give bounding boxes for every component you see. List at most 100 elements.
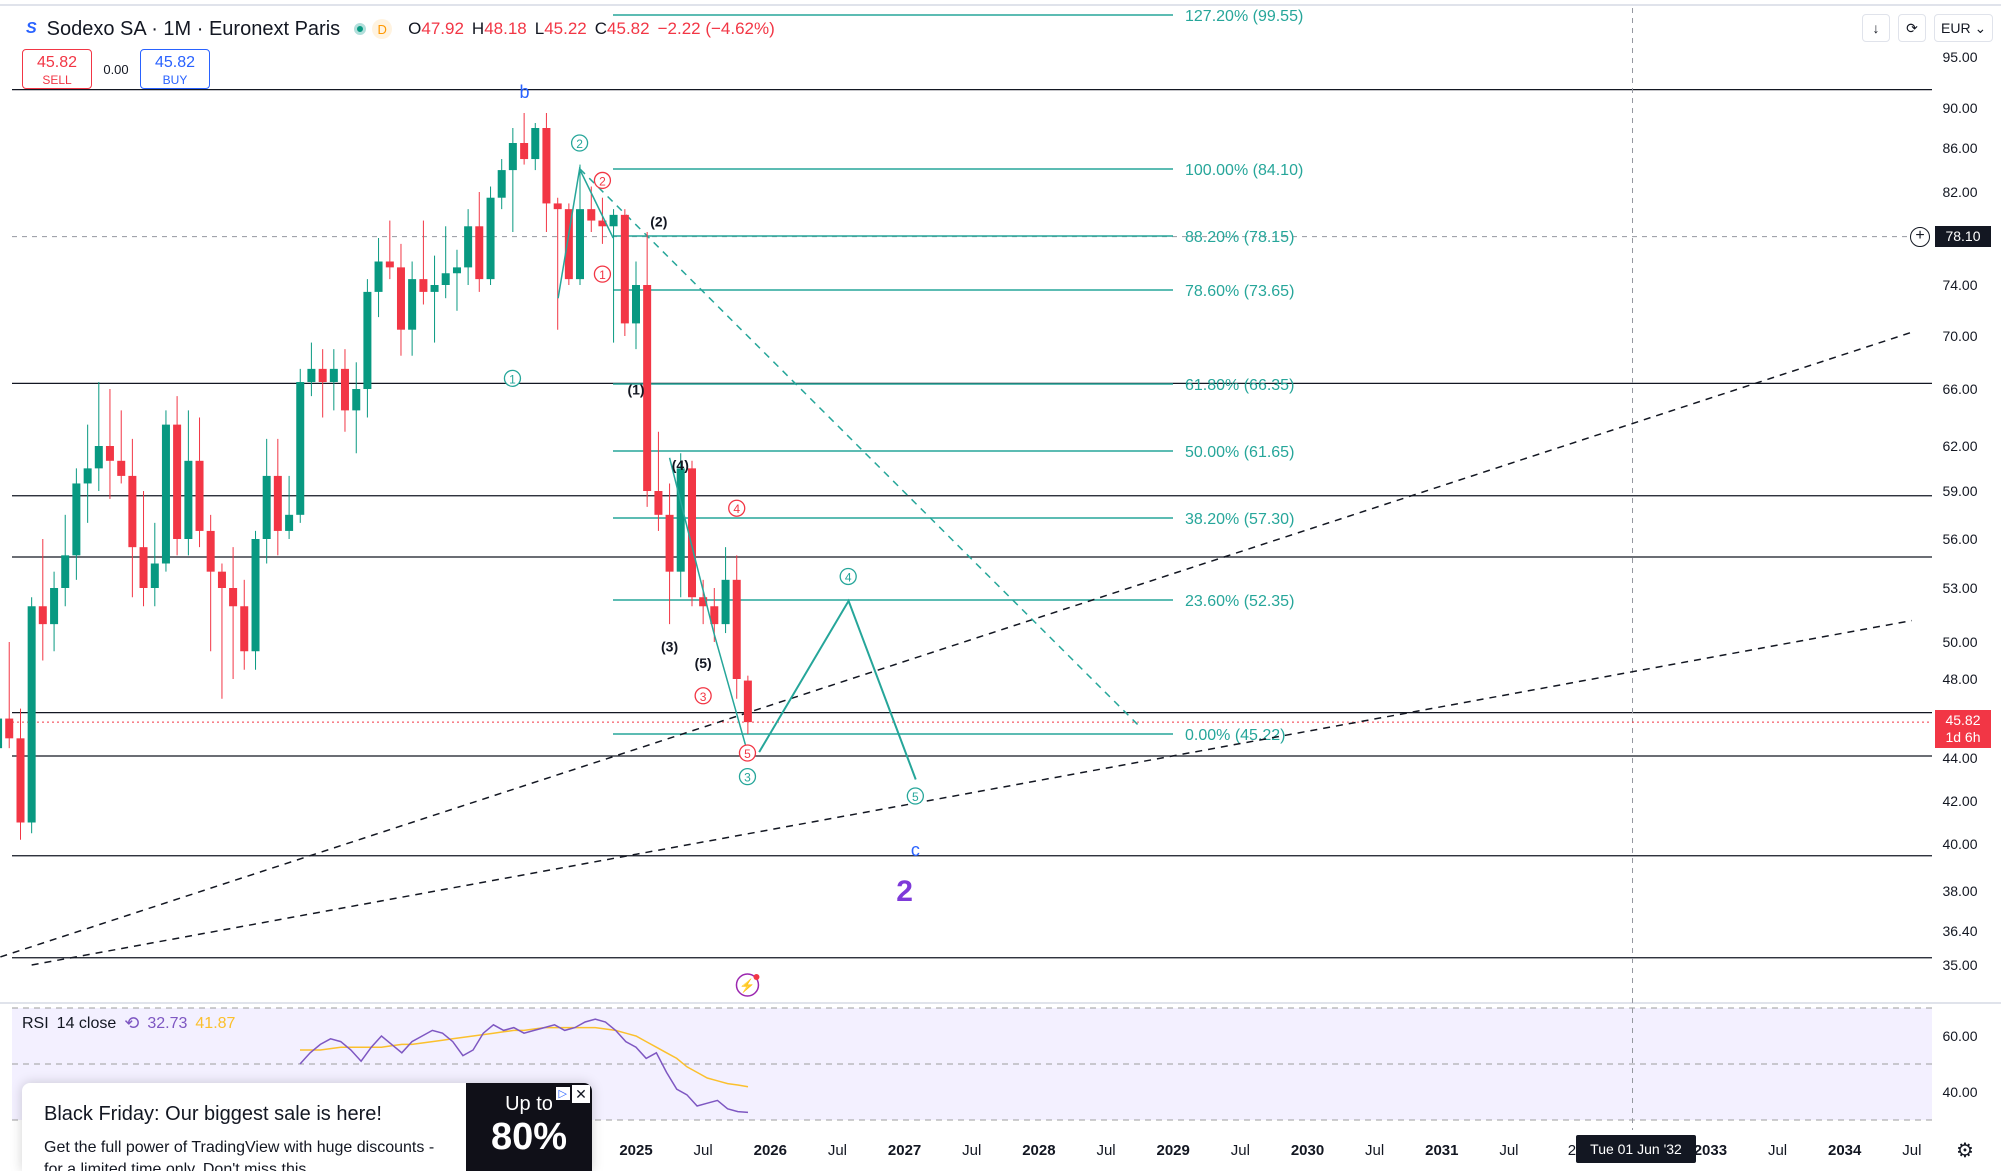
top-controls: ↓ ⟳ EUR ⌄ xyxy=(1862,14,1994,42)
rsi-lines xyxy=(299,1018,749,1114)
refresh-icon[interactable]: ⟲ xyxy=(124,1013,140,1033)
candle-body xyxy=(665,514,674,572)
projection-path[interactable] xyxy=(557,166,917,780)
candle-body xyxy=(50,588,59,625)
crosshair-time-tag: Tue 01 Jun '32 xyxy=(1576,1135,1696,1163)
symbol-logo: S xyxy=(26,20,37,37)
candle-body xyxy=(486,197,495,280)
market-status-dot[interactable] xyxy=(354,23,367,35)
wave-circle xyxy=(906,787,924,805)
close-icon[interactable]: ✕ xyxy=(572,1085,590,1103)
sell-button[interactable]: 45.82 SELL xyxy=(22,49,92,89)
d-badge[interactable]: D xyxy=(372,19,393,39)
candle-body xyxy=(128,475,137,548)
candle-body xyxy=(251,539,260,652)
wave-letter-label: b xyxy=(520,82,530,102)
candle-body xyxy=(710,606,719,625)
trade-buttons: 45.82 SELL 0.00 45.82 BUY xyxy=(22,49,210,89)
x-axis-tick-label: Jul xyxy=(694,1142,713,1159)
candle-body xyxy=(676,468,685,572)
y-axis-tick-label: 35.00 xyxy=(1942,957,1977,973)
ad-choices-icon[interactable]: ▷ xyxy=(555,1087,570,1100)
promo-image[interactable]: Up to 80% ▷ ✕ xyxy=(466,1083,592,1171)
symbol-title[interactable]: Sodexo SA · 1M · Euronext Paris xyxy=(46,17,341,40)
wave-circle-label: 3 xyxy=(744,771,751,785)
y-axis-tick-label: 90.00 xyxy=(1942,100,1977,116)
wave-circle-label: 5 xyxy=(912,790,919,804)
trendline xyxy=(579,168,1141,728)
change-value: −2.22 (−4.62%) xyxy=(657,19,775,38)
candle-body xyxy=(408,279,417,330)
chart-legend[interactable]: S Sodexo SA · 1M · Euronext Paris D O47.… xyxy=(26,15,783,43)
crosshair-price-tag: 78.10 xyxy=(1935,226,1991,247)
wave-circle-label: 1 xyxy=(509,372,516,386)
last-price-tag: 45.82 1d 6h xyxy=(1935,710,1991,748)
fib-level-label: 23.60% (52.35) xyxy=(1185,593,1294,610)
candle-body xyxy=(262,475,271,539)
fib-level-label: 61.80% (66.35) xyxy=(1185,377,1294,394)
candle-body xyxy=(564,209,573,280)
candle-body xyxy=(61,555,70,588)
candle-body xyxy=(0,718,3,749)
gear-icon[interactable]: ⚙ xyxy=(1956,1140,1974,1162)
candle-body xyxy=(240,606,249,652)
refresh-icon[interactable]: ⟳ xyxy=(1898,14,1926,42)
candle-body xyxy=(598,220,607,227)
y-axis-tick-label: 86.00 xyxy=(1942,140,1977,156)
x-axis-tick-label: 2030 xyxy=(1291,1142,1324,1159)
x-axis-tick-label: Jul xyxy=(1768,1142,1787,1159)
fibonacci-retracement[interactable]: 127.20% (99.55) 100.00% (84.10) 88.20% (78… xyxy=(613,8,1303,744)
candles xyxy=(0,113,752,840)
close-value: 45.82 xyxy=(607,19,650,38)
currency-select[interactable]: EUR ⌄ xyxy=(1934,14,1994,42)
plus-circle-icon[interactable]: + xyxy=(1910,227,1930,247)
currency-label: EUR xyxy=(1941,20,1971,36)
wave-circle xyxy=(593,171,612,190)
wave-sketch-line xyxy=(668,457,749,753)
candle-body xyxy=(184,460,193,539)
wave-circle-label: 5 xyxy=(744,747,751,761)
rsi-legend[interactable]: RSI 14 close ⟲ 32.73 41.87 xyxy=(22,1013,235,1034)
candle-body xyxy=(94,446,103,469)
candle-body xyxy=(38,606,47,625)
candle-body xyxy=(363,291,372,389)
x-axis-tick-label: 2034 xyxy=(1828,1142,1862,1159)
wave-circle-label: 3 xyxy=(700,690,707,704)
candle-body xyxy=(587,209,596,221)
rsi-value: 32.73 xyxy=(147,1014,188,1032)
x-axis-tick-label: Jul xyxy=(1231,1142,1250,1159)
buy-price: 45.82 xyxy=(154,54,196,71)
trendlines[interactable] xyxy=(0,168,1913,966)
candle-body xyxy=(643,285,652,491)
candle-body xyxy=(743,680,752,723)
rsi-params: 14 close xyxy=(56,1014,117,1032)
wave-circle-label: 2 xyxy=(599,174,606,188)
candle-body xyxy=(285,514,294,531)
high-label: H xyxy=(471,19,485,38)
candle-body xyxy=(688,468,697,598)
wave-circle xyxy=(570,134,589,152)
candle-body xyxy=(318,368,327,383)
candle-body xyxy=(520,143,529,160)
arrow-down-icon[interactable]: ↓ xyxy=(1862,14,1890,42)
axes[interactable]: 95.0090.0086.0082.0078.0074.0070.0066.00… xyxy=(619,49,1977,1159)
candle-body xyxy=(307,368,316,383)
candle-body xyxy=(5,718,14,739)
candle-body xyxy=(161,424,170,564)
wave-paren-label: (2) xyxy=(650,213,667,229)
candle-body xyxy=(16,738,25,823)
y-axis-tick-label: 50.00 xyxy=(1942,634,1977,650)
candle-body xyxy=(430,285,439,292)
candle-body xyxy=(217,571,226,588)
event-marker-icon xyxy=(735,973,760,997)
trendline xyxy=(0,331,1913,958)
wave-circle xyxy=(728,499,746,517)
candle-body xyxy=(27,606,36,823)
promo-banner[interactable]: Black Friday: Our biggest sale is here! … xyxy=(22,1083,592,1171)
wave-circle-label: 4 xyxy=(733,502,740,516)
rsi-ma-value: 41.87 xyxy=(195,1014,236,1032)
buy-button[interactable]: 45.82 BUY xyxy=(140,49,210,89)
projection-line xyxy=(758,598,917,780)
candle-body xyxy=(117,460,126,476)
